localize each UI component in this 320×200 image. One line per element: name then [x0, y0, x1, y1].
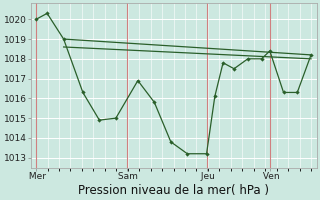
X-axis label: Pression niveau de la mer( hPa ): Pression niveau de la mer( hPa ) [78, 184, 269, 197]
